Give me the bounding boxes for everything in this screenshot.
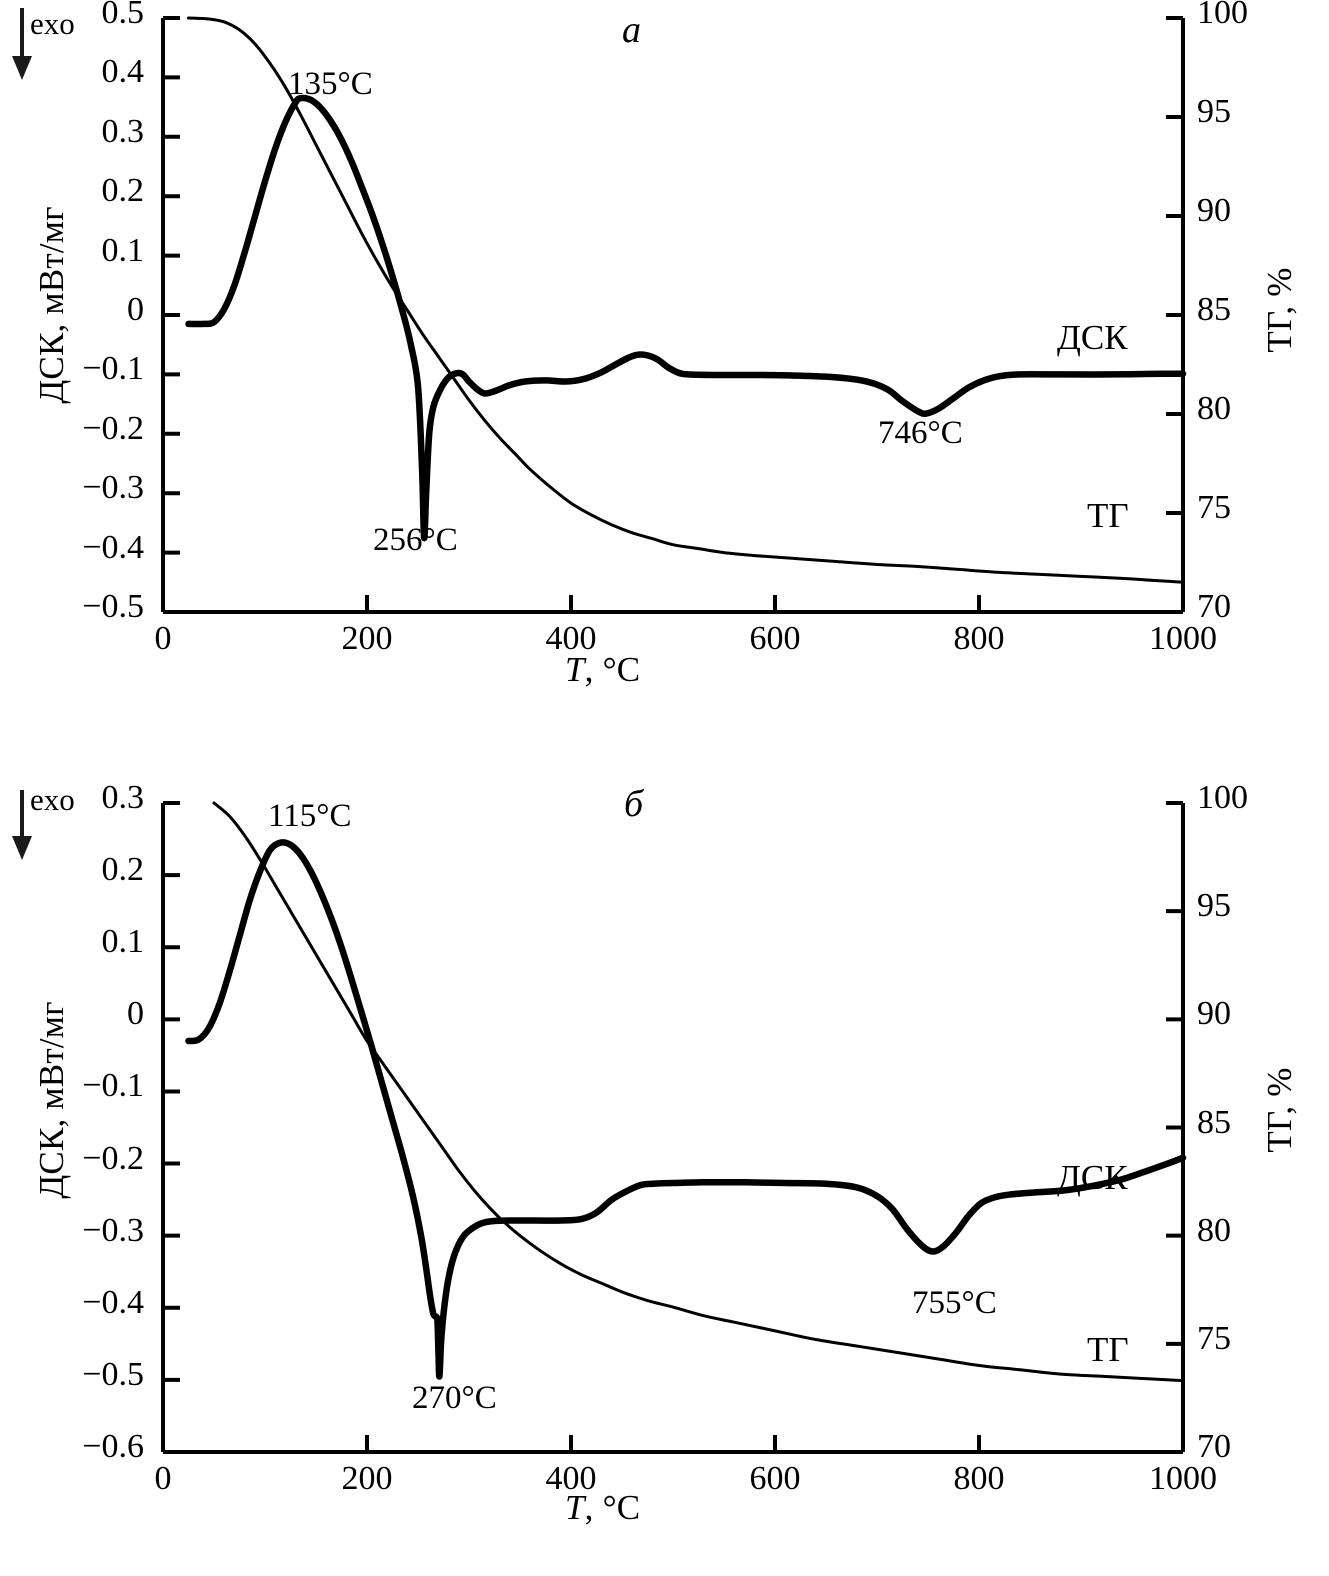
y-axis-right-tick-label: 95: [1197, 93, 1231, 130]
y-axis-left-tick-label: 0.3: [101, 112, 145, 150]
x-axis-tick-label: 600: [749, 1460, 801, 1497]
y-axis-left-tick-label: 0.4: [101, 53, 145, 91]
panel-letter-b: б: [624, 783, 644, 825]
x-axis-tick-label: 800: [953, 620, 1005, 657]
y-axis-right-tick-label: 70: [1197, 1428, 1231, 1465]
chart-panel-a: exo а ДСК, мВт/мг ТГ, % T, °C 135°C 256°…: [0, 0, 1329, 760]
y-axis-right-tick-label: 80: [1197, 390, 1231, 427]
exo-direction-label-b: exo: [30, 782, 75, 817]
x-axis-tick-label: 400: [545, 1460, 597, 1497]
annotation-256c-a: 256°C: [373, 522, 458, 558]
y-axis-right-tick-label: 75: [1197, 489, 1231, 526]
series-label-dsc-a: ДСК: [1057, 318, 1128, 357]
y-axis-left-tick-label: −0.4: [82, 1283, 144, 1321]
tg-curve-a: [187, 16, 1185, 584]
x-axis-tick-label: 200: [341, 1460, 393, 1497]
x-axis-tick-label: 800: [953, 1460, 1005, 1497]
y-axis-left-tick-label: −0.2: [82, 409, 144, 447]
annotation-135c-a: 135°C: [288, 66, 373, 102]
series-label-dsc-b: ДСК: [1057, 1158, 1128, 1197]
chart-panel-b: exo б ДСК, мВт/мг ТГ, % T, °C 115°C 270°…: [0, 760, 1329, 1576]
plot-area-b: [161, 801, 1187, 1454]
y-axis-left-tick-label: 0.2: [101, 172, 145, 210]
x-axis-title-a: T, °C: [565, 650, 641, 689]
y-axis-left-tick-label: −0.2: [82, 1139, 144, 1177]
tg-curve-b: [212, 801, 1185, 1383]
y-axis-right-tick-label: 70: [1197, 588, 1231, 625]
y-axis-right-tick-label: 90: [1197, 192, 1231, 229]
y-axis-left-tick-label: 0.3: [101, 779, 145, 816]
panel-letter-a: а: [622, 9, 641, 51]
y-axis-left-tick-label: −0.1: [82, 1067, 144, 1105]
y-axis-right-tick-label: 90: [1197, 995, 1231, 1033]
y-axis-right-tick-label: 100: [1197, 779, 1248, 816]
axes-b: [161, 801, 1185, 1454]
series-label-tg-a: ТГ: [1087, 496, 1129, 535]
y-axis-left-tick-label: −0.3: [82, 1211, 144, 1249]
y-axis-right-tick-label: 95: [1197, 887, 1231, 925]
y-axis-left-tick-label: 0: [127, 291, 144, 328]
y-axis-left-tick-label: 0.1: [101, 231, 145, 269]
y-axis-left-tick-label: 0.5: [101, 0, 145, 31]
series-label-tg-b: ТГ: [1087, 1330, 1129, 1369]
curves-a: [185, 16, 1187, 584]
y-axis-right-tick-label: 85: [1197, 291, 1231, 328]
axis-ticks-a: [163, 16, 1183, 614]
x-axis-tick-label: 0: [154, 1460, 172, 1497]
x-axis-tick-label: 1000: [1149, 1460, 1217, 1497]
y-axis-right-tick-label: 100: [1197, 0, 1248, 31]
annotation-115c-b: 115°C: [268, 798, 352, 834]
annotation-746c-a: 746°C: [878, 415, 963, 451]
y-axis-left-tick-label: 0: [127, 995, 144, 1033]
axis-ticks-b: [163, 801, 1183, 1454]
dsc-curve-b: [185, 839, 1187, 1380]
y-axis-left-tick-label: −0.5: [82, 588, 144, 625]
x-axis-tick-label: 0: [154, 620, 172, 657]
x-axis-title-b: T, °C: [565, 1488, 641, 1527]
y-axis-left-tick-label: −0.4: [82, 528, 144, 566]
x-axis-tick-label: 400: [545, 620, 597, 657]
y-axis-right-tick-label: 75: [1197, 1319, 1231, 1357]
dsc-curve-a: [185, 94, 1187, 542]
y-axis-left-tick-label: −0.6: [82, 1428, 144, 1465]
annotation-755c-b: 755°C: [912, 1285, 997, 1321]
y-axis-left-tick-label: 0.2: [101, 851, 145, 889]
x-axis-tick-label: 600: [749, 620, 801, 657]
x-axis-tick-label: 200: [341, 620, 393, 657]
y-axis-left-tick-label: −0.1: [82, 350, 144, 388]
y-axis-left-tick-label: −0.5: [82, 1355, 144, 1393]
y-axis-left-tick-label: 0.1: [101, 923, 145, 961]
y-axis-right-tick-label: 80: [1197, 1211, 1231, 1249]
exo-direction-label: exo: [30, 6, 75, 41]
y-axis-right-tick-label: 85: [1197, 1103, 1231, 1141]
curves-b: [185, 801, 1187, 1383]
y-axis-left-tick-label: −0.3: [82, 469, 144, 507]
x-axis-tick-label: 1000: [1149, 620, 1217, 657]
plot-area-a: [161, 16, 1187, 614]
annotation-270c-b: 270°C: [412, 1380, 497, 1416]
